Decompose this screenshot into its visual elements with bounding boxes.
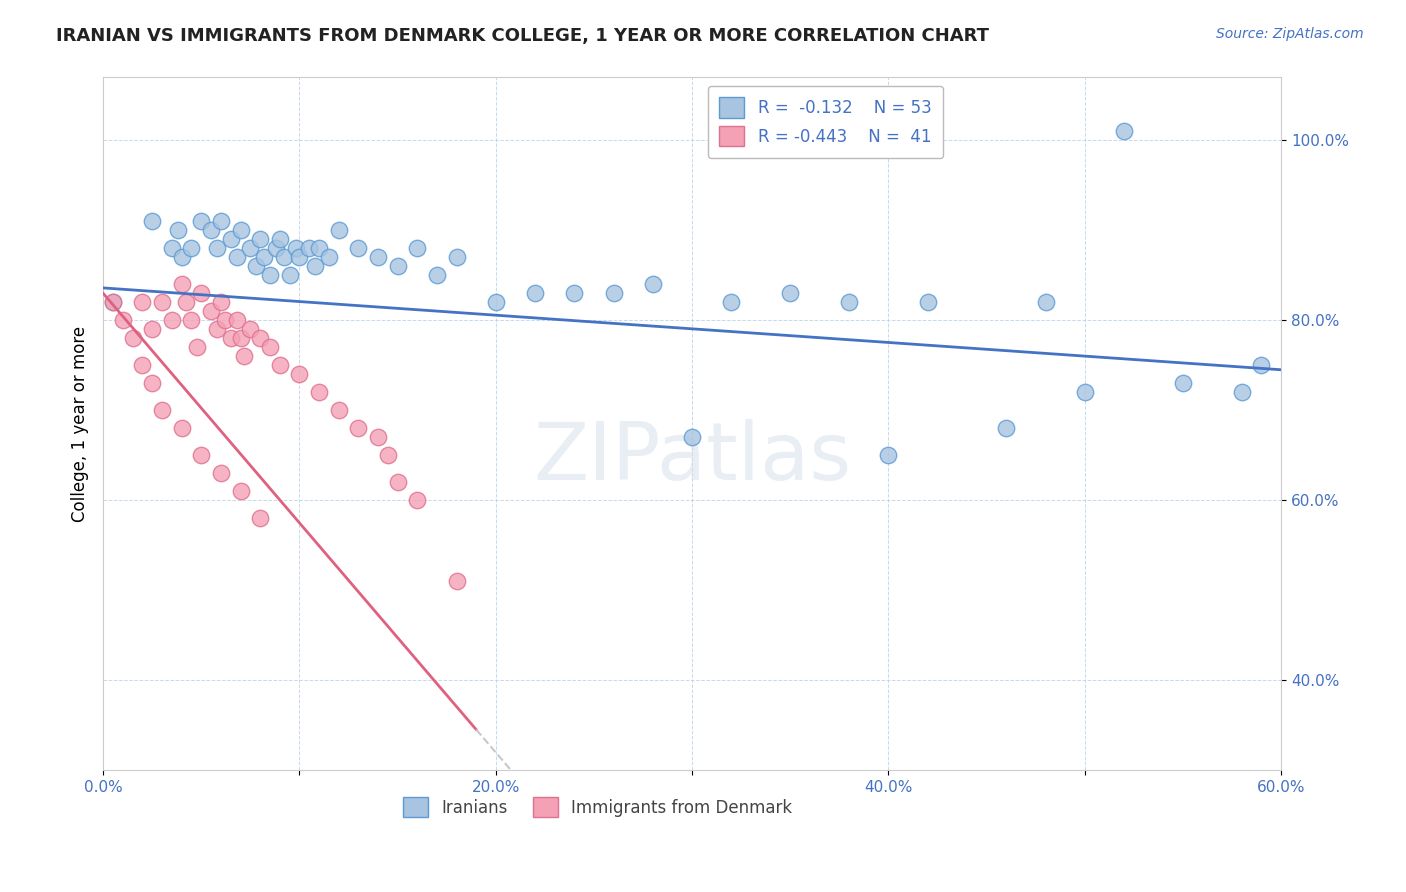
Point (278, 268, 301, 283)
Point (245, 260, 267, 274)
Point (150, 403, 173, 417)
Point (602, 286, 624, 301)
Point (485, 295, 508, 310)
Point (239, 241, 262, 255)
Point (209, 466, 232, 480)
Point (190, 214, 212, 228)
Point (284, 241, 307, 255)
Point (160, 241, 183, 255)
Point (141, 214, 163, 228)
Text: IRANIAN VS IMMIGRANTS FROM DENMARK COLLEGE, 1 YEAR OR MORE CORRELATION CHART: IRANIAN VS IMMIGRANTS FROM DENMARK COLLE… (56, 27, 990, 45)
Point (308, 385, 330, 400)
Point (259, 268, 281, 283)
Point (1074, 385, 1097, 400)
Point (121, 331, 143, 345)
Point (225, 250, 247, 264)
Point (200, 223, 222, 237)
Point (720, 295, 742, 310)
Point (406, 493, 429, 508)
Point (779, 286, 801, 301)
Point (288, 368, 311, 382)
Point (377, 448, 399, 462)
Point (131, 358, 153, 372)
Text: ZIPatlas: ZIPatlas (533, 419, 851, 498)
Point (233, 349, 256, 363)
Point (446, 574, 468, 588)
Point (180, 313, 202, 327)
Point (304, 260, 326, 274)
Point (681, 430, 703, 444)
Point (347, 241, 370, 255)
Point (229, 484, 252, 499)
Point (205, 322, 228, 336)
Point (838, 295, 860, 310)
Point (101, 295, 124, 310)
Point (186, 340, 208, 354)
Point (214, 313, 236, 327)
Point (446, 250, 468, 264)
Point (141, 322, 163, 336)
Point (229, 223, 252, 237)
Point (406, 241, 429, 255)
Point (264, 241, 287, 255)
Point (308, 241, 330, 255)
Point (209, 214, 232, 228)
Point (166, 223, 188, 237)
Point (170, 421, 193, 435)
Point (205, 241, 228, 255)
Point (200, 304, 222, 318)
Point (249, 232, 271, 246)
Point (641, 277, 664, 292)
Point (219, 331, 242, 345)
Point (524, 286, 547, 301)
Point (259, 340, 281, 354)
Point (426, 268, 449, 283)
Text: Source: ZipAtlas.com: Source: ZipAtlas.com (1216, 27, 1364, 41)
Point (877, 448, 900, 462)
Point (174, 295, 197, 310)
Point (269, 232, 291, 246)
Point (273, 250, 295, 264)
Point (225, 313, 247, 327)
Point (1112, 124, 1135, 138)
Point (150, 295, 173, 310)
Point (190, 286, 212, 301)
Point (995, 421, 1018, 435)
Point (253, 250, 276, 264)
Point (170, 277, 193, 292)
Point (367, 250, 389, 264)
Point (180, 241, 202, 255)
Point (288, 250, 311, 264)
Point (347, 421, 370, 435)
Point (209, 295, 232, 310)
Point (101, 295, 124, 310)
Point (367, 430, 389, 444)
Point (387, 260, 409, 274)
Point (298, 241, 321, 255)
Point (562, 286, 585, 301)
Point (249, 511, 271, 525)
Point (249, 331, 271, 345)
Point (328, 223, 350, 237)
Point (190, 448, 212, 462)
Point (917, 295, 939, 310)
Point (160, 313, 183, 327)
Point (229, 331, 252, 345)
Legend: Iranians, Immigrants from Denmark: Iranians, Immigrants from Denmark (396, 790, 799, 824)
Point (141, 376, 163, 391)
Point (1035, 295, 1057, 310)
Point (239, 322, 262, 336)
Point (269, 358, 291, 372)
Point (111, 313, 134, 327)
Point (170, 250, 193, 264)
Y-axis label: College, 1 year or more: College, 1 year or more (72, 326, 89, 522)
Point (387, 475, 409, 490)
Point (318, 250, 340, 264)
Point (1250, 358, 1272, 372)
Point (219, 232, 242, 246)
Point (328, 403, 350, 417)
Point (131, 295, 153, 310)
Point (1171, 376, 1194, 391)
Point (1230, 385, 1253, 400)
